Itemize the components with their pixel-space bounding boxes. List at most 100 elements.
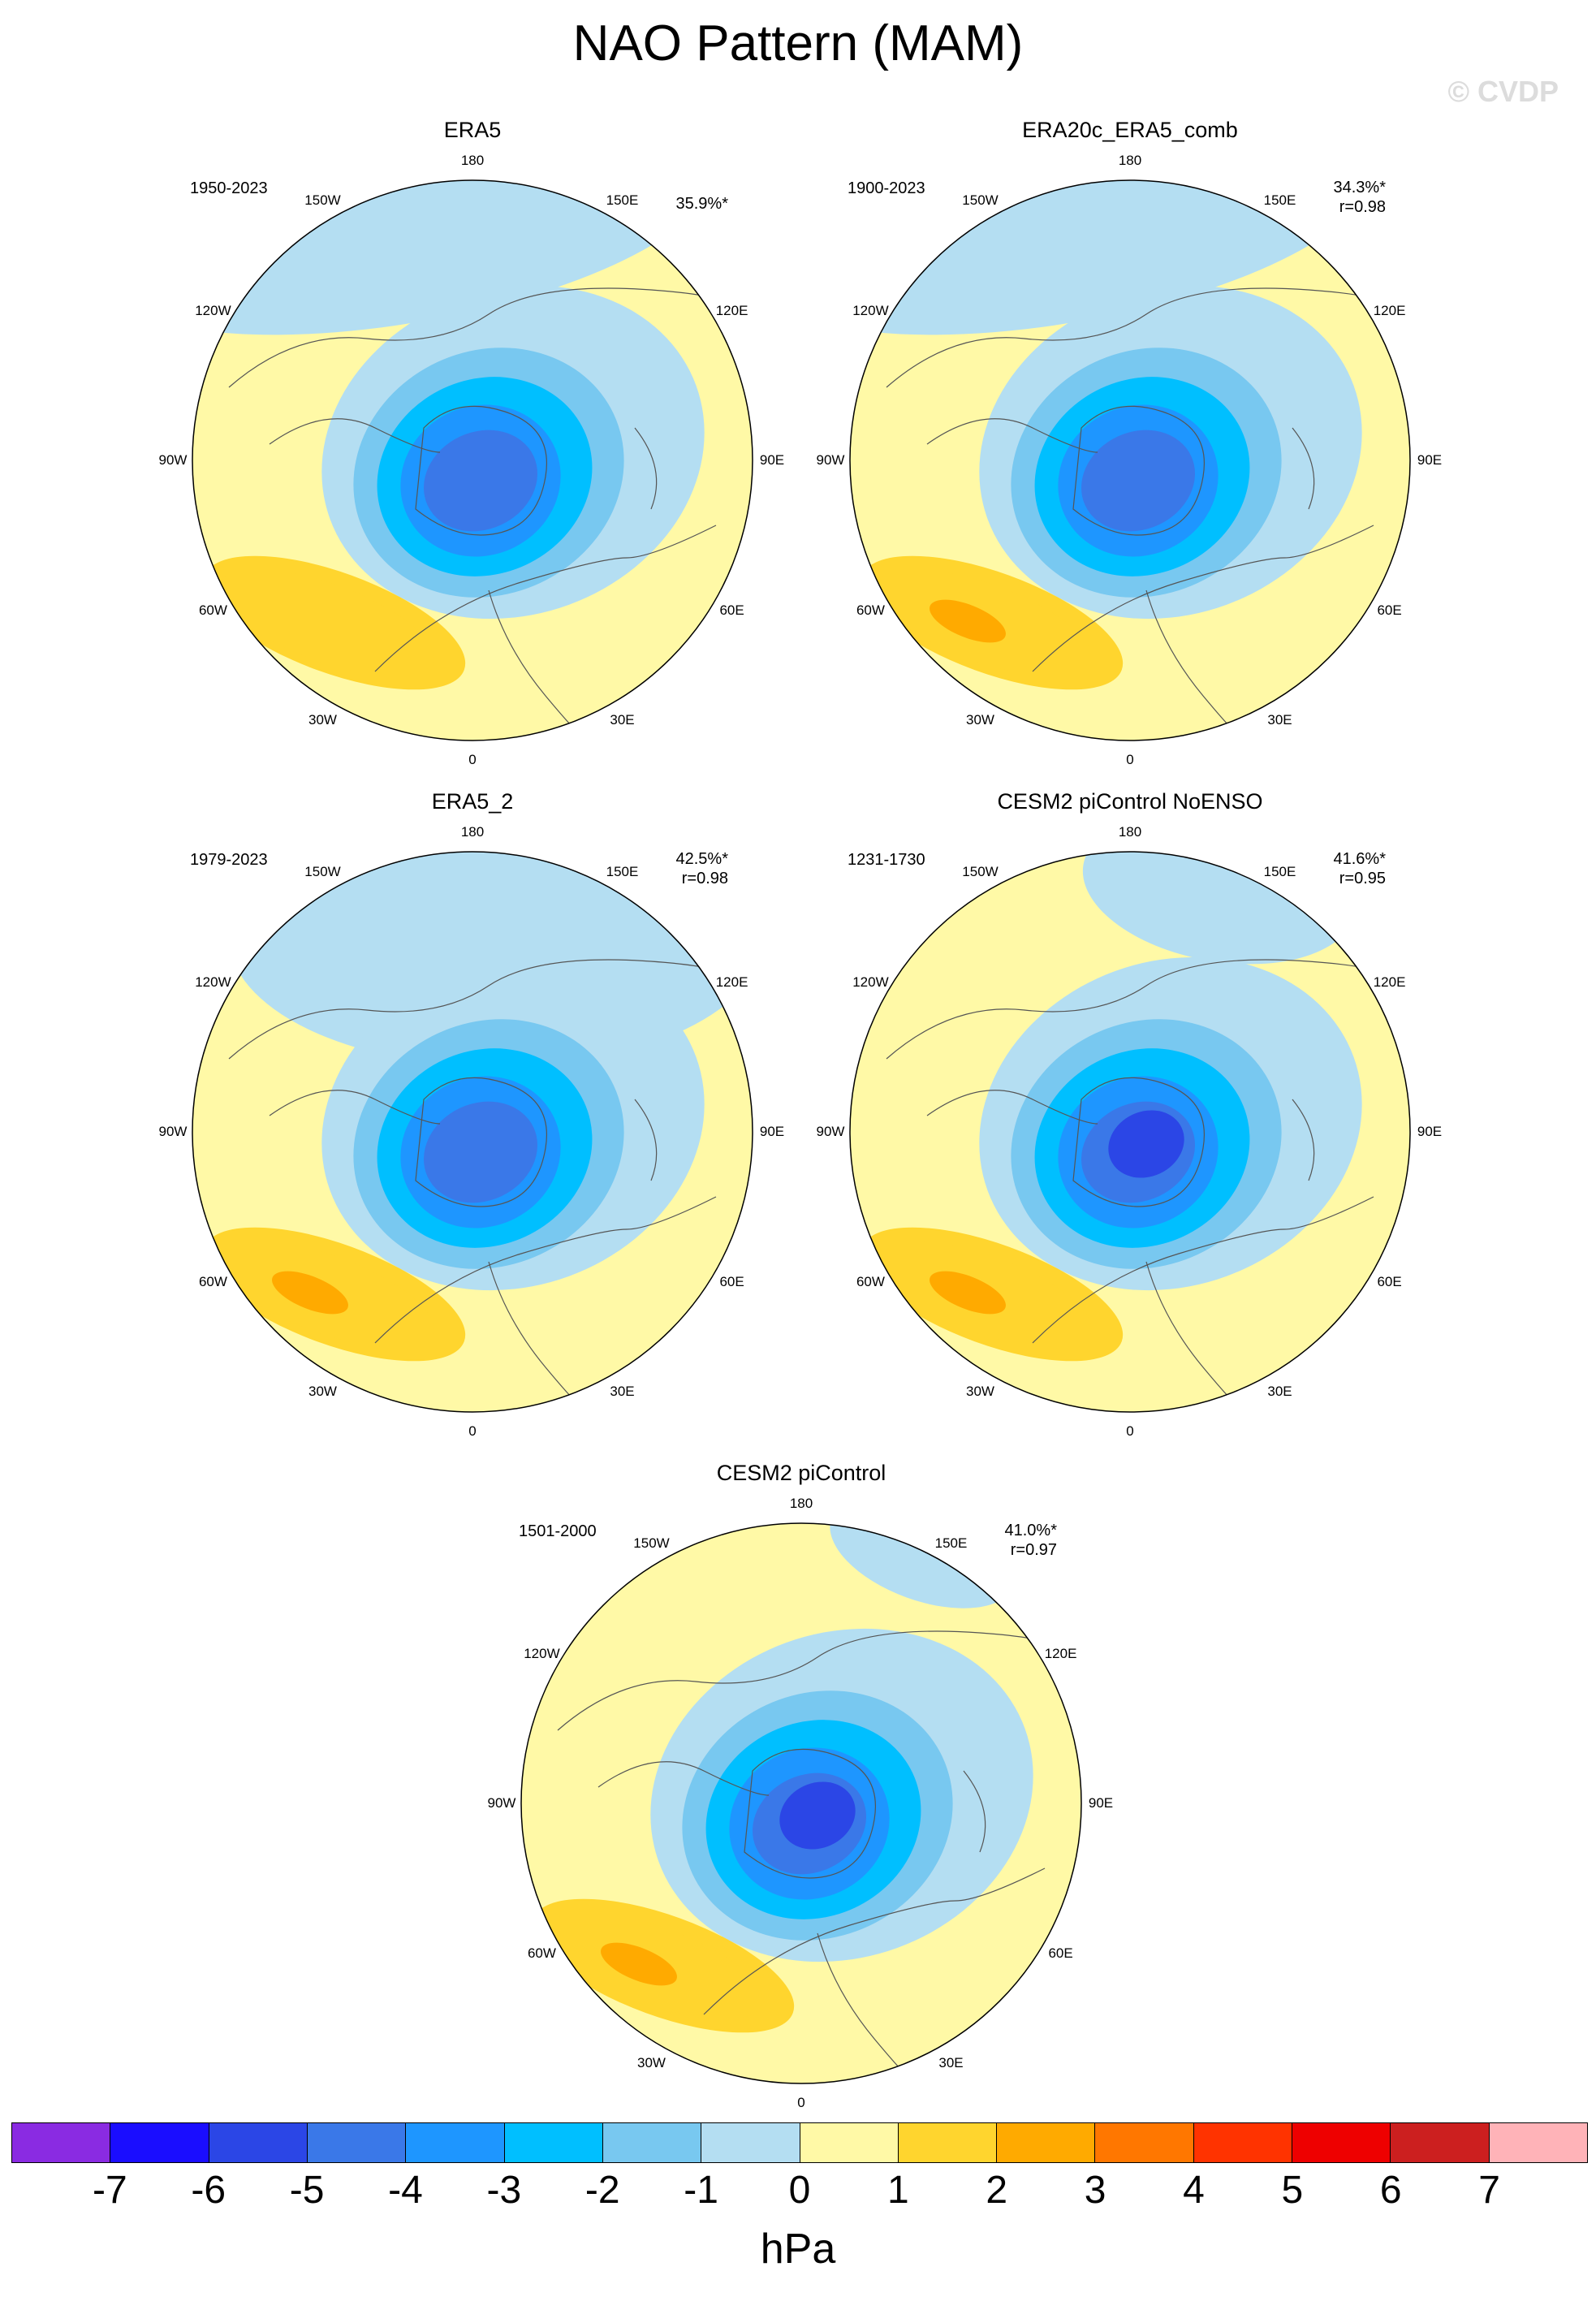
colorbar-box (1292, 2123, 1391, 2162)
map-panel-era5-2: ERA5_2 1979-2023 42.5%* r=0.98 180 150E 12… (123, 789, 822, 1439)
longitude-label: 150E (606, 864, 639, 880)
longitude-label: 150W (962, 864, 999, 880)
longitude-label: 150E (934, 1535, 968, 1552)
colorbar-box (1095, 2123, 1194, 2162)
subtropical-high-contour (601, 1942, 677, 1986)
colorbar-tick-label: -3 (486, 2169, 522, 2212)
longitude-label: 150E (1263, 864, 1296, 880)
colorbar-tick-label: 0 (788, 2169, 811, 2212)
colorbar-tick-label: 3 (1084, 2169, 1106, 2212)
variance-label: 41.0%* (1004, 1522, 1058, 1539)
arctic-low-contour (423, 1101, 538, 1203)
longitude-label: 30W (308, 1383, 337, 1399)
period-label: 1900-2023 (848, 179, 925, 197)
colorbar-tick-label: -5 (289, 2169, 325, 2212)
cvdp-watermark: © CVDP (1447, 75, 1559, 108)
coastline (1292, 427, 1315, 510)
longitude-label: 150W (304, 192, 341, 209)
panel-title: CESM2 piControl (716, 1461, 886, 1485)
arctic-low-contour (423, 430, 538, 532)
subtropical-high-contour (272, 1271, 348, 1315)
longitude-label: 60E (719, 602, 744, 618)
polar-map (520, 1522, 1082, 2084)
colorbar-tick-label: -1 (684, 2169, 718, 2212)
colorbar-tick-label: -4 (388, 2169, 423, 2212)
variance-label: 42.5%* (675, 850, 729, 868)
longitude-label: 0 (468, 752, 477, 767)
units-label: hPa (760, 2226, 836, 2273)
correlation-label: r=0.98 (681, 870, 728, 887)
arctic-low-contour (1081, 430, 1196, 532)
polar-map (849, 851, 1411, 1413)
pacific-negative-region (1082, 852, 1357, 965)
map-panel-era20c-era5-comb: ERA20c_ERA5_comb 1900-2023 34.3%* r=0.98… (781, 118, 1479, 767)
correlation-label: r=0.97 (1010, 1541, 1057, 1559)
longitude-label: 120E (715, 302, 748, 318)
colorbar-tick-label: -7 (93, 2169, 127, 2212)
colorbar-box (701, 2123, 800, 2162)
coastline (744, 1748, 876, 1879)
colorbar-box (1193, 2123, 1293, 2162)
subtropical-high-contour (218, 569, 434, 676)
longitude-label: 120E (715, 974, 748, 990)
longitude-label: 120E (1044, 1645, 1077, 1661)
longitude-label: 60W (856, 1273, 885, 1289)
colorbar-tick-label: 6 (1379, 2169, 1402, 2212)
longitude-label: 150W (304, 864, 341, 880)
map-boundary (520, 1522, 1082, 2084)
longitude-label: 90E (1088, 1795, 1114, 1811)
colorbar-box (898, 2123, 998, 2162)
colorbar-tick-label: 5 (1281, 2169, 1304, 2212)
longitude-label: 180 (460, 153, 485, 168)
longitude-label: 0 (1126, 752, 1134, 767)
longitude-label: 90W (816, 1124, 845, 1139)
longitude-label: 120W (195, 302, 231, 318)
period-label: 1950-2023 (190, 179, 268, 197)
longitude-label: 180 (460, 824, 485, 840)
contour-fill (192, 180, 753, 740)
coastline (1292, 1099, 1315, 1181)
subtropical-high-contour (930, 1271, 1006, 1315)
longitude-label: 30E (1267, 1383, 1292, 1399)
longitude-label: 0 (1126, 1423, 1134, 1439)
coastline (597, 1761, 770, 1796)
arctic-low-contour (1108, 1110, 1184, 1178)
map-boundary (192, 179, 753, 741)
panel-title: ERA5_2 (431, 789, 514, 814)
colorbar-tick-label: 7 (1478, 2169, 1500, 2212)
longitude-label: 120W (852, 974, 889, 990)
longitude-label: 90E (759, 452, 785, 468)
colorbar-box (307, 2123, 407, 2162)
coastline (374, 525, 717, 672)
longitude-label: 30E (1267, 711, 1292, 728)
contour-fill (192, 852, 753, 1412)
longitude-label: 60W (198, 602, 227, 618)
correlation-label: r=0.98 (1339, 198, 1386, 216)
longitude-label: 60W (527, 1945, 556, 1961)
arctic-low-contour (779, 1781, 856, 1850)
coastline (415, 405, 547, 536)
longitude-label: 180 (1118, 824, 1142, 840)
colorbar-box (504, 2123, 603, 2162)
coastline (1072, 405, 1205, 536)
colorbar-box (110, 2123, 209, 2162)
coastline (269, 418, 441, 453)
map-boundary (849, 179, 1411, 741)
longitude-label: 120W (852, 302, 889, 318)
coastline (634, 427, 658, 510)
longitude-label: 30W (966, 711, 994, 728)
coastline (703, 1867, 1046, 2015)
longitude-label: 150W (962, 192, 999, 209)
longitude-label: 90E (1417, 452, 1443, 468)
contour-fill (850, 852, 1410, 1412)
colorbar-box (997, 2123, 1096, 2162)
longitude-label: 0 (797, 2095, 805, 2110)
longitude-label: 90W (158, 1124, 188, 1139)
coastline (1032, 525, 1374, 672)
longitude-label: 90W (816, 452, 845, 468)
coastline (634, 1099, 658, 1181)
longitude-label: 0 (468, 1423, 477, 1439)
longitude-label: 120E (1373, 302, 1406, 318)
colorbar-box (12, 2123, 111, 2162)
colorbar-tick-label: -6 (191, 2169, 226, 2212)
